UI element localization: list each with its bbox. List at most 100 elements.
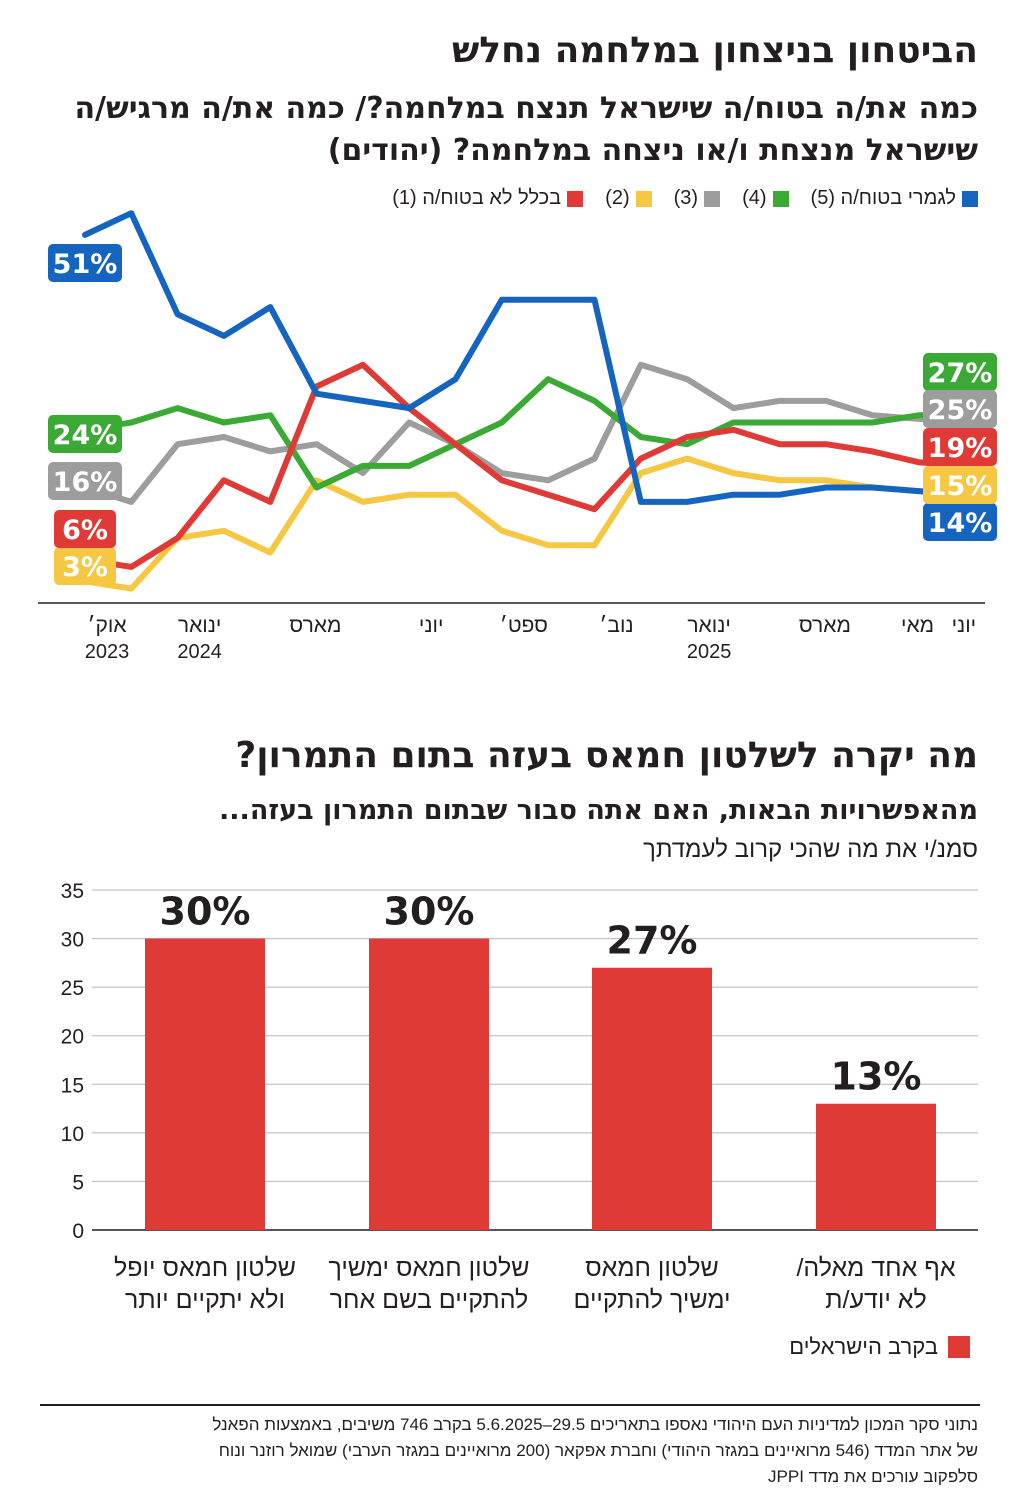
chart2-instruction: סמנ/י את מה שהכי קרוב לעמדתך <box>643 836 978 863</box>
bar-value-label: 13% <box>831 1055 922 1099</box>
x-category-label: שלטון חמאס ימשיך <box>329 1254 530 1282</box>
y-tick-label: 0 <box>72 1220 84 1243</box>
end-data-label-text: 19% <box>928 433 993 464</box>
y-tick-label: 35 <box>61 880 84 903</box>
end-data-label: 25% <box>923 390 997 428</box>
series-line <box>82 361 968 505</box>
legend-label: בכלל לא בטוח/ה (1) <box>392 187 562 209</box>
end-data-label-box <box>923 466 997 504</box>
y-tick-label: 20 <box>61 1026 84 1049</box>
footer-line: סלפקוב עורכים את מדד JPPI <box>768 1467 978 1486</box>
line-chart: אוק׳ 2023 ינואר 2024 מארס יוני ספט׳ נוב׳ ינואר 20… <box>38 210 997 663</box>
legend-swatch <box>635 190 652 207</box>
start-data-label-text: 51% <box>53 249 118 280</box>
bar-value-label: 30% <box>160 890 251 934</box>
legend-label: (3) <box>673 187 699 209</box>
bar <box>369 938 489 1230</box>
x-category-label: ולא יתקיים יותר <box>125 1286 285 1314</box>
chart2-title: מה יקרה לשלטון חמאס בעזה בתום התמרון? <box>235 735 978 776</box>
bar-value-label: 30% <box>384 890 475 934</box>
x-category-label: ימשיך להתקיים <box>573 1286 730 1314</box>
bar <box>145 938 265 1230</box>
x-category-label: אף אחד מאלה/ <box>796 1254 955 1282</box>
legend-item-1: בכלל לא בטוח/ה (1) <box>392 187 584 210</box>
end-data-label-text: 15% <box>928 471 993 502</box>
chart2-legend: בקרב הישראלים <box>789 1334 970 1360</box>
end-data-label-box <box>923 503 997 541</box>
legend-swatch <box>704 190 721 207</box>
x-tick-year: 2023 <box>85 641 130 663</box>
legend-swatch <box>962 190 978 207</box>
start-data-label-box <box>48 462 122 500</box>
x-tick-label: ינואר <box>687 614 731 637</box>
end-data-label-text: 14% <box>928 508 993 539</box>
legend-swatch <box>772 190 789 207</box>
end-data-label-text: 25% <box>928 395 993 426</box>
x-tick-label: ספט׳ <box>500 614 548 637</box>
footer-note: נתוני סקר המכון למדיניות העם היהודי נאספ… <box>43 1412 978 1490</box>
start-data-label-text: 3% <box>62 552 108 583</box>
x-tick-label: מאי <box>901 614 934 637</box>
footer-line: של אתר המדד (546 מרואיינים במגזר היהודי)… <box>218 1441 978 1460</box>
y-tick-label: 5 <box>72 1171 84 1194</box>
bar <box>592 967 712 1230</box>
start-data-label: 6% <box>54 510 116 548</box>
start-data-label-box <box>54 510 116 548</box>
x-tick-label: נוב׳ <box>599 614 633 637</box>
legend-swatch <box>948 1336 970 1358</box>
chart1-title: הביטחון בניצחון במלחמה נחלש <box>451 30 978 71</box>
legend-item-5: לגמרי בטוח/ה (5) <box>811 187 978 210</box>
end-data-label: 15% <box>923 466 997 504</box>
chart2-subtitle: מהאפשרויות הבאות, האם אתה סבור שבתום התמ… <box>219 795 978 826</box>
x-category-label: שלטון חמאס <box>585 1254 718 1282</box>
legend-label: בקרב הישראלים <box>789 1334 938 1359</box>
end-data-label-box <box>923 353 997 391</box>
y-tick-label: 30 <box>61 929 84 952</box>
legend-label: (2) <box>605 187 630 209</box>
bar-chart: 0 5 10 15 20 25 30 35 30% שלטון חמאס יופל ולא יתקי… <box>61 880 978 1314</box>
chart1-legend: לגמרי בטוח/ה (5) (4) (3) (2) בכלל לא בטו… <box>392 187 978 210</box>
start-data-label-text: 24% <box>53 420 118 451</box>
x-category-label: לא יודע/ת <box>825 1286 927 1314</box>
x-category-label: שלטון חמאס יופל <box>114 1254 296 1282</box>
start-data-label: 51% <box>48 244 122 282</box>
legend-swatch <box>567 190 584 207</box>
series-line <box>82 376 968 491</box>
x-category-label: להתקיים בשם אחר <box>330 1286 529 1314</box>
footer-rule <box>40 1404 980 1406</box>
y-tick-label: 25 <box>61 977 84 1000</box>
series-line <box>82 210 968 505</box>
legend-item-3: (3) <box>673 187 721 210</box>
series-line <box>82 455 968 592</box>
chart1-subtitle: כמה את/ה בטוח/ה שישראל תנצח במלחמה?/ כמה… <box>74 91 978 168</box>
legend-label: (4) <box>742 187 767 209</box>
y-tick-label: 10 <box>61 1123 84 1146</box>
start-data-label-box <box>48 415 122 453</box>
bar-value-label: 27% <box>607 919 698 963</box>
legend-label: לגמרי בטוח/ה (5) <box>810 187 956 209</box>
series-line <box>82 361 968 570</box>
legend-item-4: (4) <box>742 187 789 210</box>
end-data-label-box <box>923 428 997 466</box>
x-tick-label: יוני <box>419 614 444 637</box>
footer-line: נתוני סקר המכון למדיניות העם היהודי נאספ… <box>212 1415 978 1434</box>
x-tick-year: 2025 <box>687 641 732 663</box>
x-tick-label: ינואר <box>178 614 222 637</box>
y-tick-label: 15 <box>61 1074 84 1097</box>
start-data-label-box <box>54 547 116 585</box>
start-data-label-text: 6% <box>62 515 108 546</box>
start-data-label: 16% <box>48 462 122 500</box>
end-data-label: 14% <box>923 503 997 541</box>
start-data-label-box <box>48 244 122 282</box>
x-tick-label: יוני <box>952 614 977 637</box>
start-data-label-text: 16% <box>53 467 118 498</box>
legend-item-2: (2) <box>605 187 652 210</box>
end-data-label: 27% <box>923 353 997 391</box>
end-data-label-box <box>923 390 997 428</box>
x-tick-label: אוק׳ <box>87 614 126 637</box>
x-tick-label: מארס <box>799 614 851 637</box>
start-data-label: 3% <box>54 547 116 585</box>
x-tick-year: 2024 <box>177 641 222 663</box>
start-data-label: 24% <box>48 415 122 453</box>
bar <box>816 1103 936 1230</box>
